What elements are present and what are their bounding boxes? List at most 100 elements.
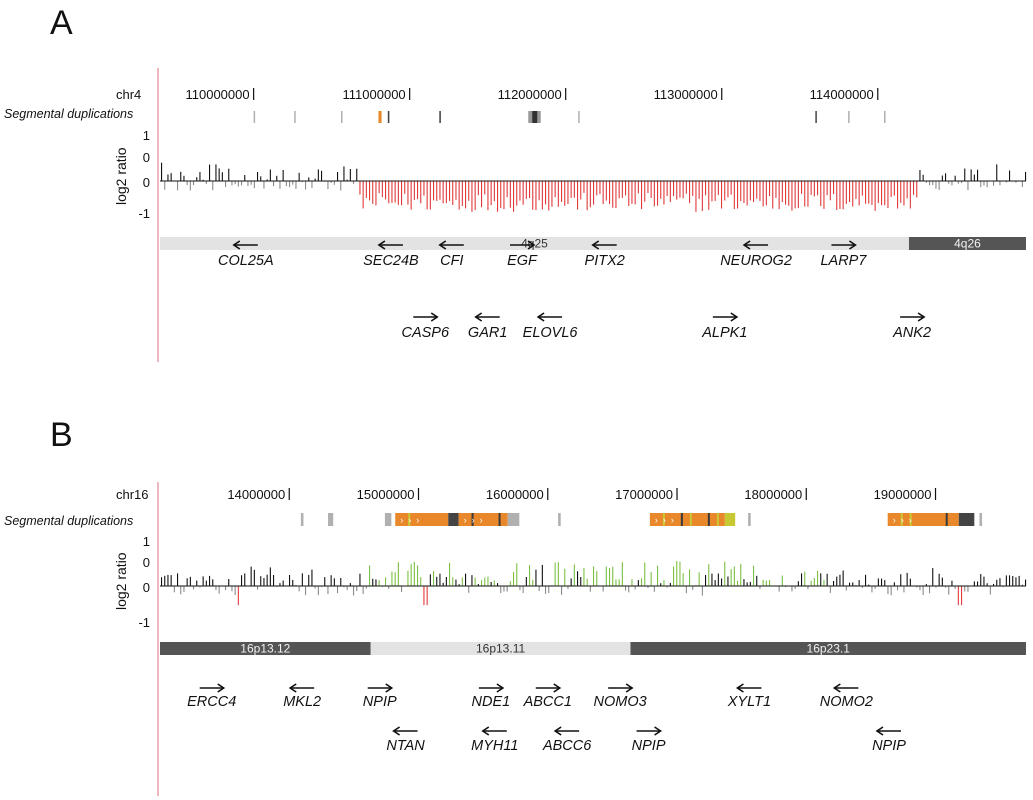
x-tick-label: 19000000	[874, 487, 932, 502]
log2-bar	[653, 586, 655, 592]
log2-bar	[737, 181, 739, 209]
gene-arrow-head	[917, 312, 926, 322]
x-tick-label: 110000000	[186, 87, 250, 102]
x-tick-label: 114000000	[810, 87, 874, 102]
log2-bar	[273, 575, 275, 586]
log2-bar	[749, 581, 751, 586]
log2-bar	[653, 181, 655, 207]
log2-bar	[298, 586, 300, 592]
log2-bar	[506, 586, 508, 592]
segdup-chevron: ›	[416, 515, 419, 525]
log2-bar	[769, 580, 771, 586]
log2-bar	[1012, 576, 1014, 586]
segdup-block	[328, 513, 334, 526]
segdup-block	[378, 111, 382, 123]
segdup-block	[848, 111, 850, 123]
log2-bar	[532, 181, 534, 210]
log2-bar	[804, 181, 806, 207]
log2-bar	[231, 586, 233, 592]
log2-bar	[913, 181, 915, 195]
log2-bar	[733, 566, 735, 586]
panel-b-letter: B	[50, 416, 73, 454]
log2-bar	[458, 584, 460, 586]
log2-bar	[893, 181, 895, 196]
gene-npip: NPIP	[363, 683, 397, 710]
panel-b: B chr16 Segmental duplications log2 rati…	[4, 416, 1027, 796]
log2-bar	[215, 164, 217, 181]
log2-bar	[957, 586, 959, 606]
log2-bar	[641, 578, 643, 586]
log2-bar	[877, 578, 879, 586]
segdup-block	[958, 513, 975, 526]
gene-arrow-head	[288, 683, 297, 693]
log2-bar	[810, 181, 812, 195]
log2-bar	[977, 581, 979, 586]
log2-bar	[429, 181, 431, 210]
gene-arrow-head	[591, 240, 600, 250]
log2-bar	[865, 181, 867, 204]
log2-bar	[817, 181, 819, 196]
gene-label: CFI	[440, 253, 463, 269]
log2-bar	[973, 581, 975, 586]
log2-bar	[327, 181, 329, 190]
log2-bar	[583, 567, 585, 586]
log2-bar	[289, 181, 291, 188]
cytoband-16p13-11	[370, 642, 631, 655]
log2-bar	[685, 181, 687, 194]
cytoband-label: 4q25	[521, 237, 548, 251]
log2-bar	[193, 181, 195, 186]
log2-bar	[993, 583, 995, 586]
log2-bar	[394, 572, 396, 586]
log2-bar	[449, 562, 451, 586]
panel-a-position-ticks: 110000000 111000000 112000000 113000000 1140…	[186, 87, 879, 102]
log2-bar	[282, 170, 284, 181]
log2-bar	[580, 577, 582, 586]
log2-bar	[337, 172, 339, 181]
log2-bar	[925, 584, 927, 586]
log2-bar	[682, 573, 684, 586]
log2-bar	[333, 578, 335, 586]
log2-bar	[487, 181, 489, 211]
log2-bar	[433, 181, 435, 201]
log2-bar	[516, 181, 518, 206]
log2-bar	[477, 584, 479, 586]
gene-label: SEC24B	[363, 253, 419, 269]
log2-bar	[980, 574, 982, 586]
log2-bar	[951, 580, 953, 586]
log2-bar	[612, 566, 614, 586]
log2-bar	[705, 181, 707, 196]
log2-bar	[897, 586, 899, 591]
log2-bar	[378, 580, 380, 586]
log2-bar	[884, 580, 886, 586]
gene-arrow-head	[217, 683, 226, 693]
log2-bar	[241, 181, 243, 186]
segdup-stripe	[408, 513, 411, 526]
log2-bar	[509, 581, 511, 586]
log2-bar	[609, 568, 611, 586]
log2-bar	[829, 181, 831, 201]
panel-a-y-axis-title: log2 ratio	[113, 147, 129, 205]
log2-bar	[951, 181, 953, 186]
log2-bar	[535, 181, 537, 211]
log2-bar	[471, 181, 473, 212]
log2-bar	[212, 579, 214, 586]
log2-bar	[887, 181, 889, 209]
log2-bar	[253, 181, 255, 189]
log2-bar	[397, 562, 399, 586]
log2-bar	[388, 586, 390, 589]
gene-arrow-head	[527, 240, 536, 250]
log2-bar	[410, 563, 412, 586]
log2-bar	[218, 586, 220, 594]
panel-a-segdup-track	[253, 111, 886, 123]
log2-bar	[199, 586, 201, 588]
log2-bar	[205, 580, 207, 586]
log2-bar	[244, 175, 246, 181]
log2-bar	[455, 579, 457, 586]
log2-bar	[461, 181, 463, 206]
log2-bar	[311, 181, 313, 188]
log2-bar	[644, 562, 646, 586]
log2-bar	[615, 181, 617, 208]
log2-bar	[666, 181, 668, 196]
gene-arrow-head	[474, 312, 483, 322]
log2-bar	[538, 181, 540, 201]
